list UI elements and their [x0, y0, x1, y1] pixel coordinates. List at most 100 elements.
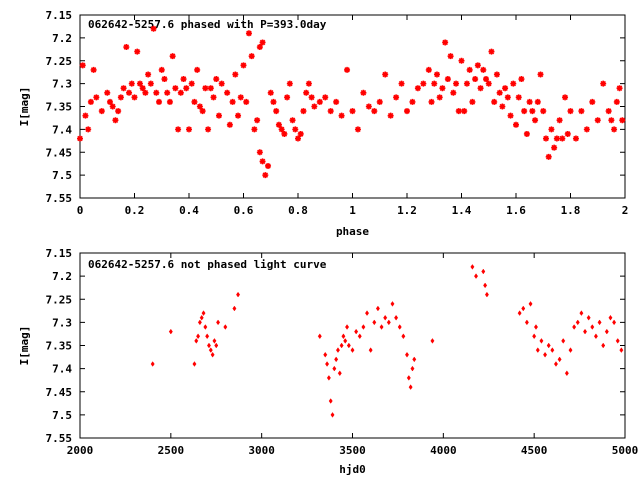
data-point — [248, 53, 255, 60]
data-point — [216, 319, 221, 326]
data-point — [594, 117, 601, 124]
data-point — [202, 85, 209, 92]
data-point — [542, 135, 549, 142]
data-point — [553, 361, 558, 367]
data-point — [436, 94, 443, 101]
data-point — [608, 314, 613, 321]
data-point — [545, 153, 552, 160]
data-point — [256, 149, 263, 156]
data-point — [317, 333, 322, 340]
data-point — [85, 126, 92, 133]
data-point — [117, 94, 124, 101]
data-point — [334, 356, 339, 363]
data-point — [517, 310, 522, 316]
data-point — [397, 324, 402, 330]
data-point — [572, 135, 579, 142]
data-point — [583, 328, 588, 335]
data-point — [205, 333, 210, 340]
y-axis-label: I[mag] — [18, 87, 31, 127]
data-point — [207, 85, 214, 92]
data-point — [254, 117, 261, 124]
data-point — [502, 85, 509, 92]
data-point — [586, 314, 591, 321]
y-tick-label: 7.25 — [46, 55, 73, 68]
data-point — [379, 324, 384, 330]
data-point — [354, 126, 361, 133]
data-point — [551, 144, 558, 151]
data-point — [568, 347, 573, 353]
data-point — [150, 361, 155, 367]
data-point — [131, 94, 138, 101]
data-point — [128, 80, 135, 87]
data-point — [256, 44, 263, 51]
data-point — [383, 314, 388, 321]
data-point — [210, 94, 217, 101]
data-point — [372, 319, 377, 326]
data-point — [188, 80, 195, 87]
data-point — [600, 80, 607, 87]
y-tick-label: 7.25 — [46, 293, 73, 306]
data-point — [328, 398, 333, 404]
data-point — [112, 117, 119, 124]
data-point — [534, 98, 541, 105]
data-point — [601, 342, 606, 349]
data-point — [343, 338, 348, 344]
data-point — [139, 85, 146, 92]
data-point — [616, 85, 623, 92]
x-tick-label: 0 — [77, 204, 84, 217]
data-point — [354, 328, 359, 335]
y-axis-label: I[mag] — [18, 326, 31, 366]
data-point — [526, 98, 533, 105]
data-point — [286, 80, 293, 87]
data-point — [382, 71, 389, 78]
data-point — [386, 319, 391, 326]
x-tick-label: 4500 — [521, 444, 548, 457]
data-point — [323, 351, 328, 358]
data-point — [232, 305, 237, 312]
data-point — [251, 126, 258, 133]
data-point — [278, 126, 285, 133]
data-point — [142, 89, 149, 96]
data-point — [297, 130, 304, 137]
y-tick-label: 7.15 — [46, 247, 73, 260]
data-point — [236, 291, 241, 298]
data-point — [409, 98, 416, 105]
data-point — [349, 108, 356, 115]
y-tick-label: 7.3 — [52, 316, 72, 329]
data-point — [444, 76, 451, 83]
data-point — [326, 375, 331, 381]
data-point — [556, 117, 563, 124]
data-point — [583, 126, 590, 133]
data-point — [619, 117, 626, 124]
data-point — [428, 98, 435, 105]
data-point — [605, 108, 612, 115]
data-point — [481, 268, 486, 275]
data-point — [153, 89, 160, 96]
data-point — [240, 62, 247, 69]
data-point — [275, 121, 282, 128]
data-point — [259, 158, 266, 165]
x-tick-label: 3000 — [248, 444, 275, 457]
data-point — [612, 319, 617, 326]
data-point — [166, 98, 173, 105]
data-point — [483, 282, 488, 289]
data-point — [150, 25, 157, 32]
data-point — [196, 103, 203, 110]
data-point — [361, 324, 366, 330]
data-point — [197, 319, 202, 326]
data-point — [406, 375, 411, 381]
data-point — [177, 89, 184, 96]
data-point — [431, 80, 438, 87]
data-point — [376, 98, 383, 105]
data-point — [539, 338, 544, 344]
data-point — [213, 76, 220, 83]
data-point — [180, 76, 187, 83]
data-point — [458, 57, 465, 64]
data-point — [196, 333, 201, 340]
data-point — [203, 324, 208, 330]
data-point — [405, 351, 409, 358]
plot-frame — [79, 14, 626, 199]
data-point — [404, 108, 410, 115]
data-point — [338, 112, 345, 119]
